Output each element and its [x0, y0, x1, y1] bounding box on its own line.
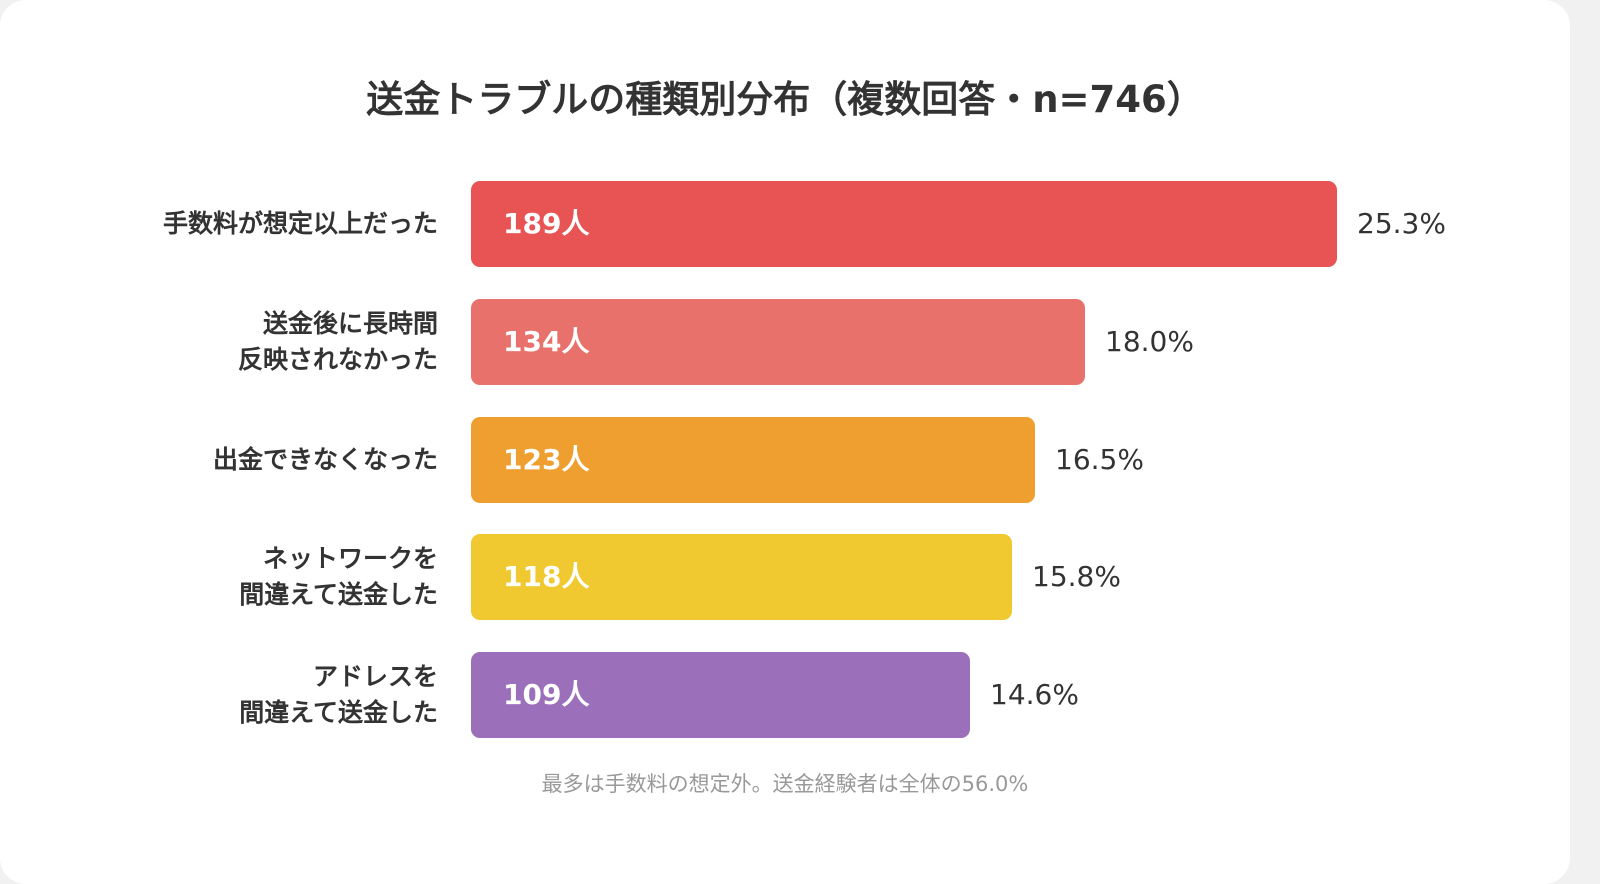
category-label: ネットワークを間違えて送金した	[58, 541, 438, 613]
percent-label: 16.5%	[1055, 443, 1144, 476]
percent-label: 25.3%	[1357, 207, 1446, 240]
bar-count-label: 123人	[503, 443, 590, 476]
category-label-line: ネットワークを	[262, 544, 438, 573]
bar-count-label: 109人	[503, 678, 590, 711]
bar-count-label: 189人	[503, 207, 590, 240]
chart-title: 送金トラブルの種類別分布（複数回答・n=746）	[366, 78, 1204, 121]
category-label-line: 間違えて送金した	[239, 698, 438, 727]
bar: 118人	[471, 534, 1012, 620]
category-label-line: 送金後に長時間	[262, 309, 438, 338]
category-label-line: 反映されなかった	[237, 345, 438, 374]
chart-note: 最多は手数料の想定外。送金経験者は全体の56.0%	[541, 772, 1029, 796]
percent-label: 14.6%	[990, 678, 1079, 711]
bar: 134人	[471, 299, 1085, 385]
bar: 123人	[471, 417, 1035, 503]
bar: 189人	[471, 181, 1337, 267]
percent-label: 15.8%	[1032, 560, 1121, 593]
category-label-line: 間違えて送金した	[239, 580, 438, 609]
bar-count-label: 134人	[503, 325, 590, 358]
category-label: 手数料が想定以上だった	[58, 206, 438, 242]
category-label: 送金後に長時間反映されなかった	[58, 306, 438, 378]
percent-label: 18.0%	[1105, 325, 1194, 358]
category-label: 出金できなくなった	[58, 442, 438, 478]
bar-count-label: 118人	[503, 560, 590, 593]
category-label-line: アドレスを	[312, 662, 438, 691]
category-label-line: 出金できなくなった	[212, 445, 438, 474]
category-label: アドレスを間違えて送金した	[58, 659, 438, 731]
bar: 109人	[471, 652, 970, 738]
category-label-line: 手数料が想定以上だった	[162, 209, 438, 238]
